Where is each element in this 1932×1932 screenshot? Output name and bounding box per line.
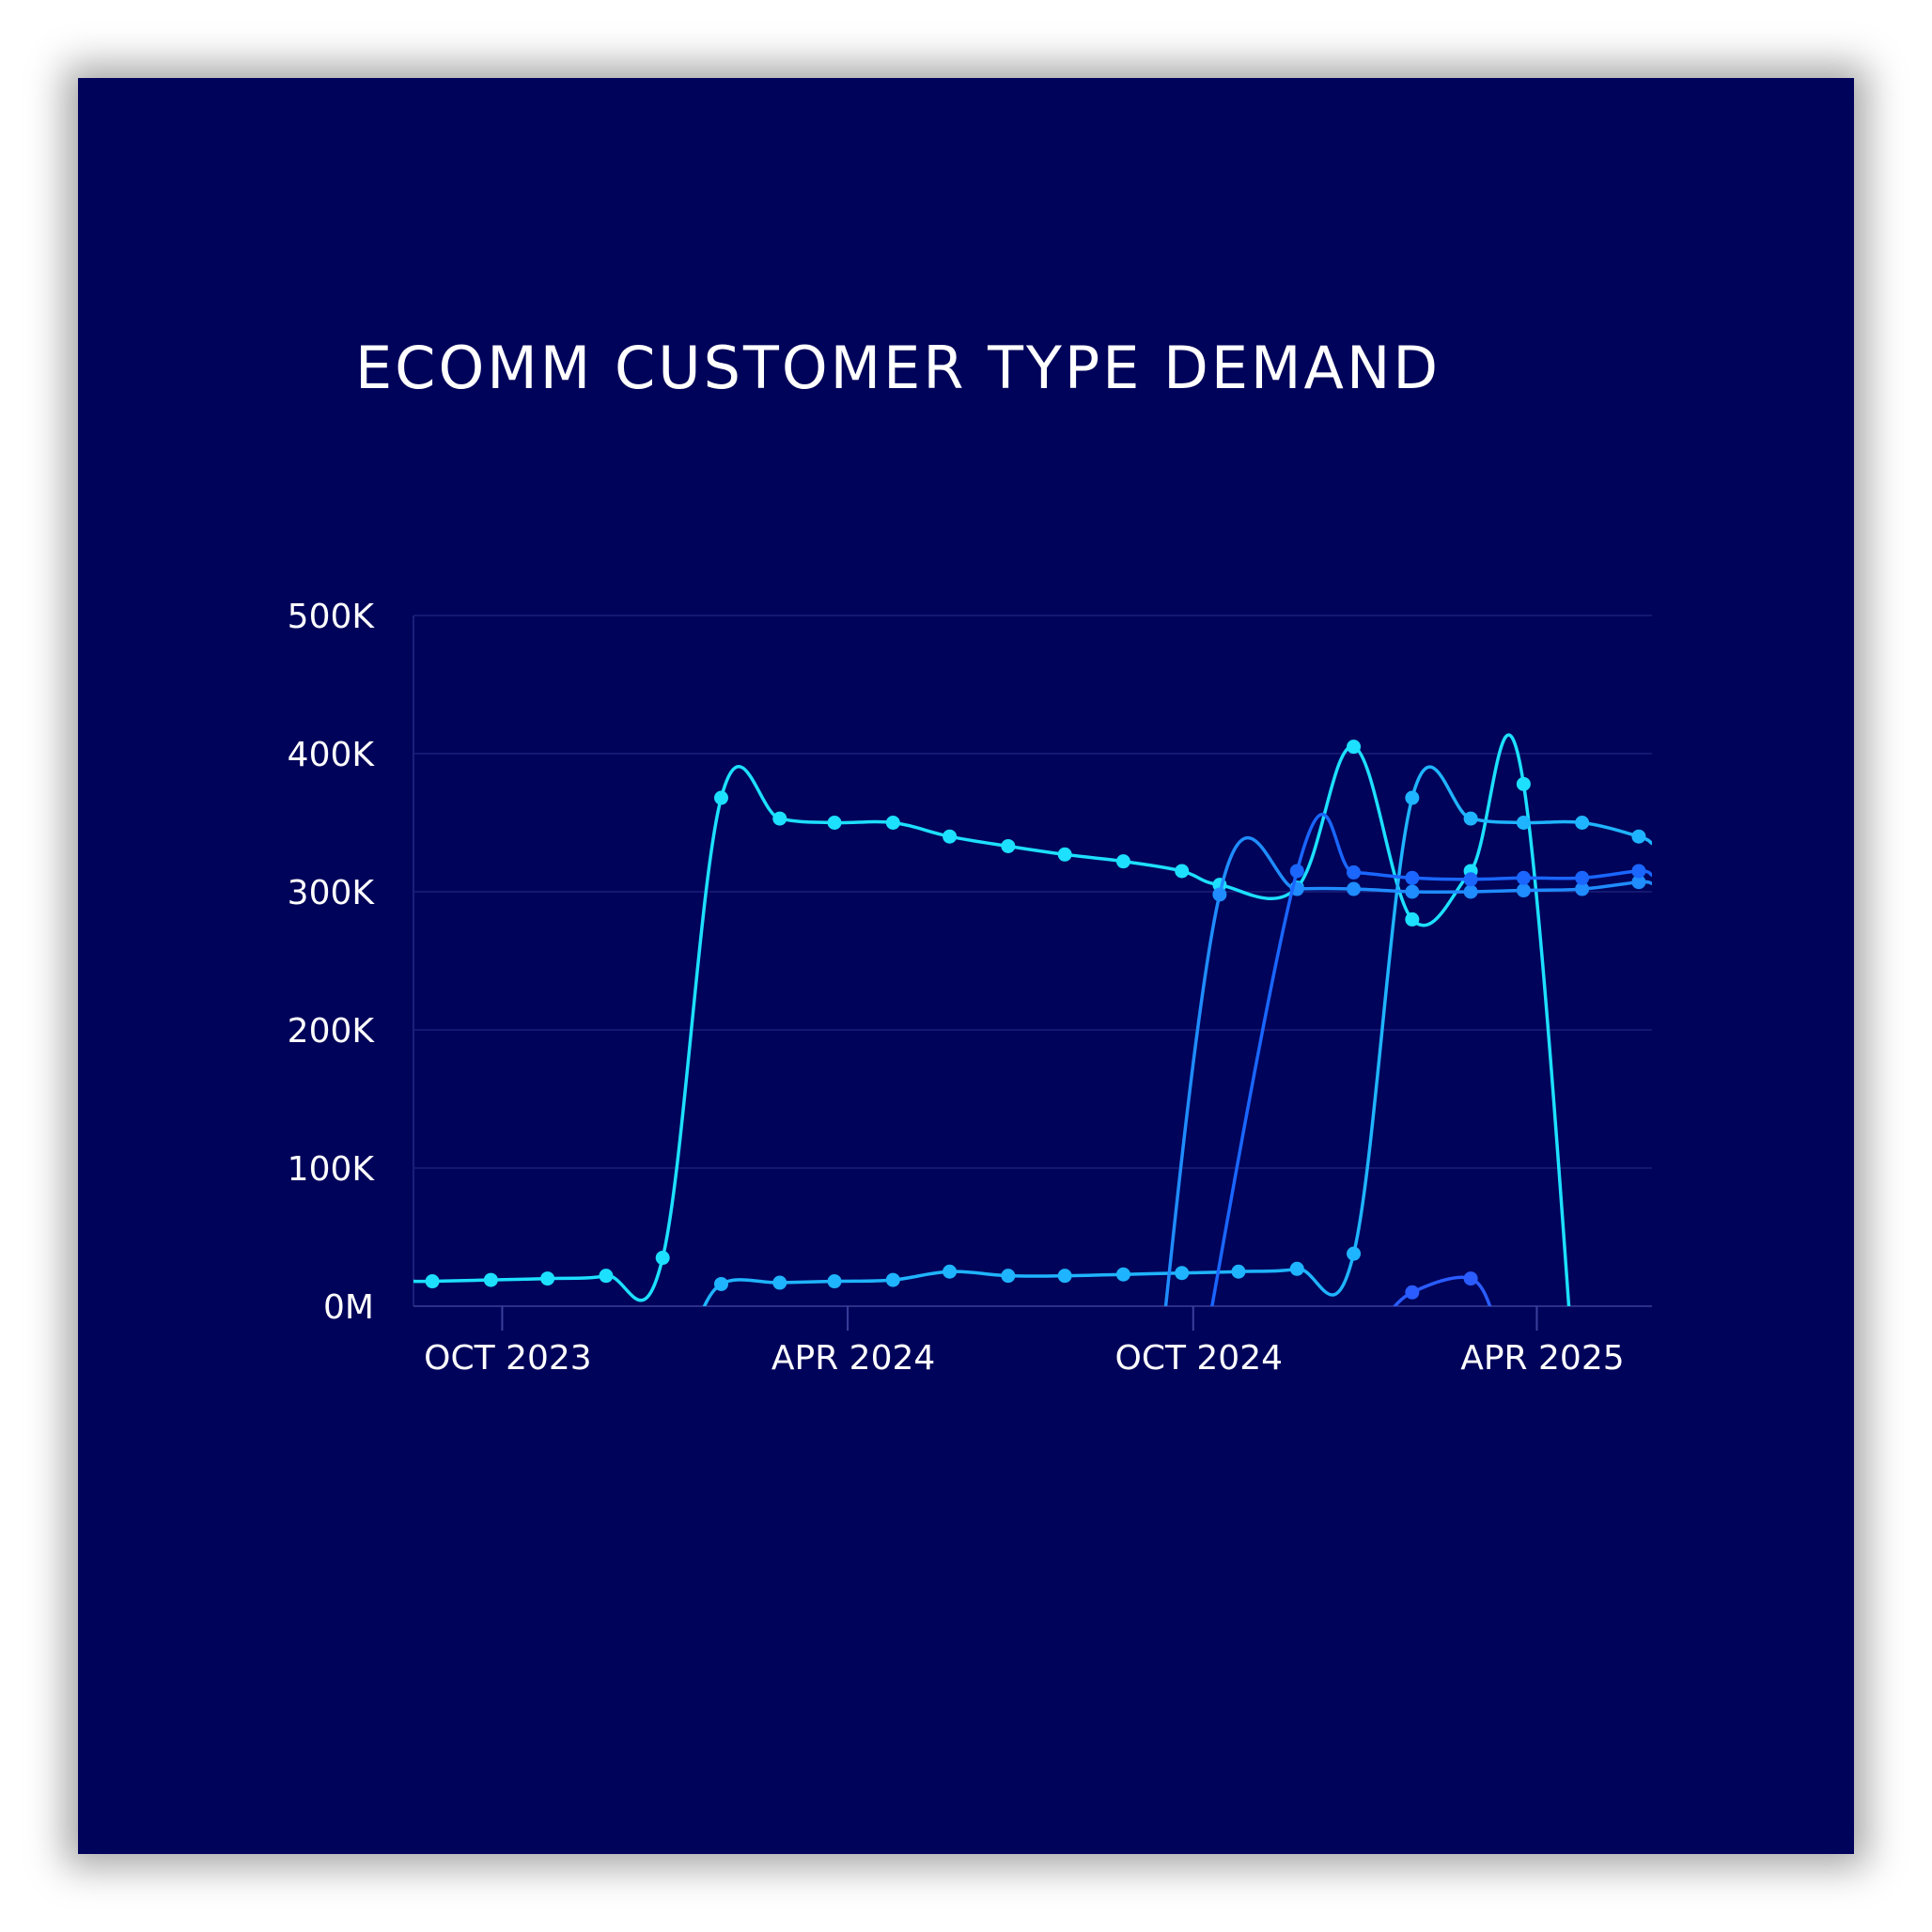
series-2 [1163, 835, 1652, 1306]
series-3-point-7 [1631, 864, 1646, 879]
series-3-point-3 [1405, 870, 1420, 885]
series-2-point-5 [1463, 884, 1478, 899]
y-tick-label-5: 500K [288, 598, 376, 636]
x-tick-label-0: OCT 2023 [424, 1339, 592, 1378]
series-0-point-20 [1516, 776, 1531, 791]
series-3-point-5 [1516, 870, 1531, 885]
y-tick-label-2: 200K [288, 1012, 376, 1051]
series-1-point-2 [772, 1275, 787, 1290]
series-1-point-13 [1405, 790, 1420, 805]
series-4-point-1 [1405, 1285, 1420, 1300]
series-line-2 [1163, 835, 1652, 1306]
series-4 [1393, 1271, 1492, 1306]
y-tick-label-0: 0M [323, 1288, 374, 1327]
series-1-point-12 [1347, 1246, 1362, 1261]
series-0-point-12 [1057, 847, 1072, 862]
series-1-point-3 [827, 1274, 842, 1289]
series-0-point-9 [885, 816, 900, 830]
series-3-point-1 [1289, 864, 1304, 879]
series-1-point-5 [943, 1264, 958, 1279]
axes [413, 615, 1652, 1331]
series-1-point-15 [1516, 816, 1531, 830]
series-1-point-10 [1231, 1264, 1246, 1279]
x-tick-label-2: OCT 2024 [1115, 1339, 1284, 1378]
series-1-point-14 [1463, 811, 1478, 826]
series-3-point-4 [1463, 872, 1478, 887]
series-1-point-6 [1001, 1269, 1016, 1284]
series-0-point-4 [599, 1269, 614, 1284]
y-tick-label-4: 400K [288, 736, 376, 774]
series-line-3 [1210, 812, 1652, 1306]
series-2-point-1 [1212, 887, 1227, 902]
series-1-point-4 [885, 1272, 900, 1287]
series-0-point-14 [1175, 864, 1190, 879]
series-2-point-6 [1516, 883, 1531, 898]
chart-title: ECOMM CUSTOMER TYPE DEMAND [355, 334, 1441, 402]
series-1-point-11 [1289, 1261, 1304, 1276]
series-2-point-3 [1347, 881, 1362, 896]
chart-card: ECOMM CUSTOMER TYPE DEMAND [78, 78, 1854, 1854]
series-1-point-16 [1575, 816, 1590, 830]
y-tick-label-1: 100K [288, 1150, 376, 1189]
series-0-point-7 [772, 811, 787, 826]
series-0-point-10 [943, 829, 958, 844]
series-2-point-8 [1631, 875, 1646, 890]
series-line-1 [702, 765, 1652, 1306]
series-3-point-2 [1347, 865, 1362, 880]
series-1-point-8 [1115, 1267, 1130, 1282]
y-tick-label-3: 300K [288, 874, 376, 912]
series-1-point-7 [1057, 1269, 1072, 1284]
series-1 [702, 765, 1652, 1306]
series-0-point-13 [1115, 854, 1130, 869]
series-lines [413, 733, 1652, 1306]
series-0-point-18 [1405, 911, 1420, 927]
series-0-point-17 [1347, 740, 1362, 755]
series-4-point-2 [1463, 1271, 1478, 1286]
series-0-point-1 [425, 1274, 440, 1289]
series-0-point-11 [1001, 838, 1016, 853]
series-0-point-2 [483, 1272, 498, 1287]
series-0-point-3 [540, 1271, 555, 1286]
series-1-point-9 [1175, 1266, 1190, 1281]
series-0-point-5 [655, 1251, 670, 1266]
series-3-point-6 [1575, 870, 1590, 885]
series-1-point-1 [713, 1276, 728, 1291]
series-2-point-7 [1575, 881, 1590, 896]
series-2-point-4 [1405, 884, 1420, 899]
series-0-point-8 [827, 816, 842, 830]
series-0-point-6 [713, 790, 728, 805]
x-tick-label-3: APR 2025 [1460, 1339, 1624, 1378]
series-0 [413, 733, 1571, 1306]
series-3 [1210, 812, 1652, 1306]
series-line-4 [1393, 1275, 1492, 1306]
tick-labels: 0M 100K 200K 300K 400K 500K OCT 2023 APR 2024 OC… [288, 598, 1625, 1378]
x-tick-label-1: APR 2024 [771, 1339, 935, 1378]
series-1-point-17 [1631, 829, 1646, 844]
